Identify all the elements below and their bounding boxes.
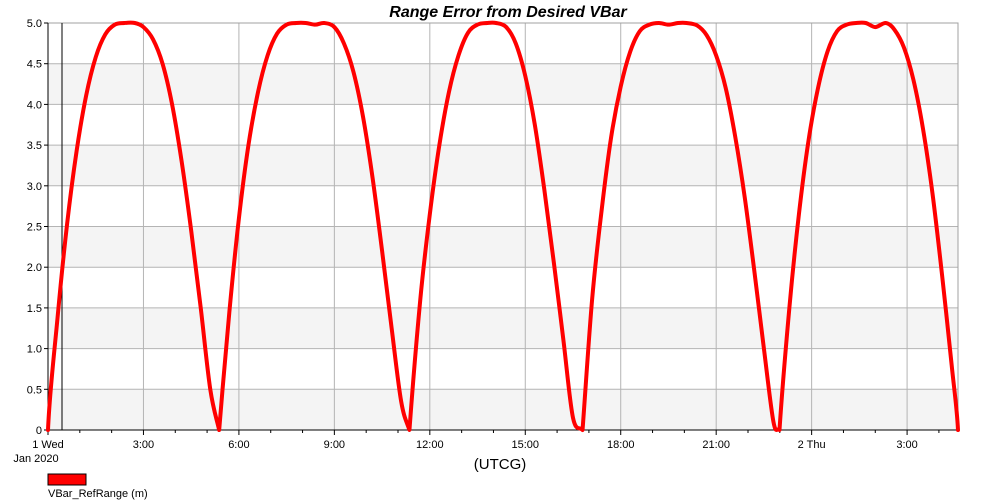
chart-title: Range Error from Desired VBar — [389, 4, 627, 21]
y-axis-ticks: 0 0.5 1.0 1.5 2.0 2.5 3.0 3.5 4.0 4.5 5.0 — [27, 18, 48, 437]
y-tick-label: 1.5 — [27, 303, 42, 315]
y-tick-label: 0.5 — [27, 384, 42, 396]
y-tick-label: 2.5 — [27, 222, 42, 234]
x-tick-label: 9:00 — [324, 439, 345, 451]
series-line-0 — [46, 20, 960, 433]
x-tick-label: 15:00 — [512, 439, 540, 451]
plot-background-bands — [48, 63, 958, 430]
x-tick-label: 18:00 — [607, 439, 635, 451]
y-tick-label: 2.0 — [27, 262, 42, 274]
x-tick-label: 3:00 — [133, 439, 154, 451]
x-axis-ticks: 1 Wed Jan 2020 3:00 6:00 9:00 12:00 15:00 18:00… — [13, 430, 940, 465]
y-tick-label: 3.0 — [27, 181, 42, 193]
x-tick-label: 6:00 — [228, 439, 249, 451]
y-tick-label: 4.5 — [27, 59, 42, 71]
background-band — [48, 307, 958, 349]
series-layer — [46, 20, 960, 433]
y-tick-label: 1.0 — [27, 344, 42, 356]
y-tick-label: 5.0 — [27, 18, 42, 30]
background-band — [48, 63, 958, 105]
y-tick-label: 0 — [36, 425, 42, 437]
x-tick-label: 21:00 — [702, 439, 730, 451]
legend-entry-label: VBar_RefRange (m) — [48, 488, 148, 500]
x-tick-sublabel: Jan 2020 — [13, 453, 58, 465]
x-tick-label: 1 Wed — [32, 439, 64, 451]
legend-swatch — [47, 473, 87, 486]
legend: VBar_RefRange (m) — [47, 473, 148, 500]
x-tick-label: 2 Thu — [798, 439, 826, 451]
x-tick-label: 12:00 — [416, 439, 444, 451]
x-tick-label: 3:00 — [896, 439, 917, 451]
background-band — [48, 226, 958, 268]
y-tick-label: 4.0 — [27, 99, 42, 111]
background-band — [48, 389, 958, 430]
x-axis-label: (UTCG) — [474, 456, 527, 473]
y-tick-label: 3.5 — [27, 140, 42, 152]
